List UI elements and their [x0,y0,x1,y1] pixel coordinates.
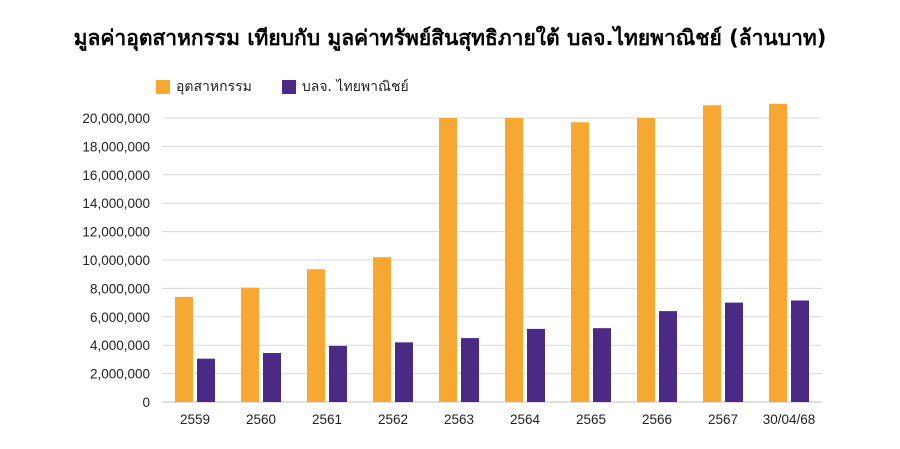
y-tick-label: 12,000,000 [82,225,150,240]
bar-scbam [197,358,215,402]
legend-item-industry: อุตสาหกรรม [156,76,252,98]
x-tick-label: 2566 [642,412,672,427]
bar-industry [703,105,721,402]
bar-scbam [791,300,809,402]
bar-industry [241,287,259,402]
bar-industry [373,257,391,402]
x-tick-label: 2562 [378,412,408,427]
y-tick-label: 10,000,000 [82,253,150,268]
bar-scbam [461,338,479,402]
y-tick-label: 14,000,000 [82,196,150,211]
y-tick-label: 2,000,000 [90,367,150,382]
x-tick-label: 2559 [180,412,210,427]
x-tick-label: 2561 [312,412,342,427]
y-tick-label: 4,000,000 [90,338,150,353]
x-tick-label: 2563 [444,412,474,427]
y-tick-label: 18,000,000 [82,139,150,154]
bar-scbam [329,345,347,402]
bar-industry [175,296,193,402]
bar-industry [637,118,655,402]
legend-label-scbam: บลจ. ไทยพาณิชย์ [301,79,409,95]
y-tick-label: 6,000,000 [90,310,150,325]
bar-industry [571,122,589,402]
bar-scbam [395,342,413,402]
chart-title: มูลค่าอุตสาหกรรม เทียบกับ มูลค่าทรัพย์สิ… [73,26,827,50]
bar-industry [505,118,523,402]
x-tick-label: 2567 [708,412,738,427]
legend-label-industry: อุตสาหกรรม [176,79,252,95]
x-tick-label: 2565 [576,412,606,427]
legend-item-scbam: บลจ. ไทยพาณิชย์ [281,76,409,98]
bar-industry [307,269,325,402]
bar-industry [439,118,457,402]
bar-scbam [725,302,743,402]
legend: อุตสาหกรรม บลจ. ไทยพาณิชย์ [156,76,439,98]
y-tick-label: 16,000,000 [82,168,150,183]
y-tick-label: 20,000,000 [82,111,150,126]
bar-scbam [527,328,545,402]
y-tick-label: 8,000,000 [90,281,150,296]
legend-swatch-industry [156,80,170,94]
bar-scbam [593,328,611,402]
x-tick-label: 2560 [246,412,276,427]
y-tick-label: 0 [142,395,150,410]
x-tick-label: 30/04/68 [763,412,816,427]
legend-swatch-scbam [281,80,296,94]
x-tick-label: 2564 [510,412,541,427]
bar-scbam [263,353,281,402]
bar-industry [769,103,787,403]
bar-scbam [659,311,677,402]
